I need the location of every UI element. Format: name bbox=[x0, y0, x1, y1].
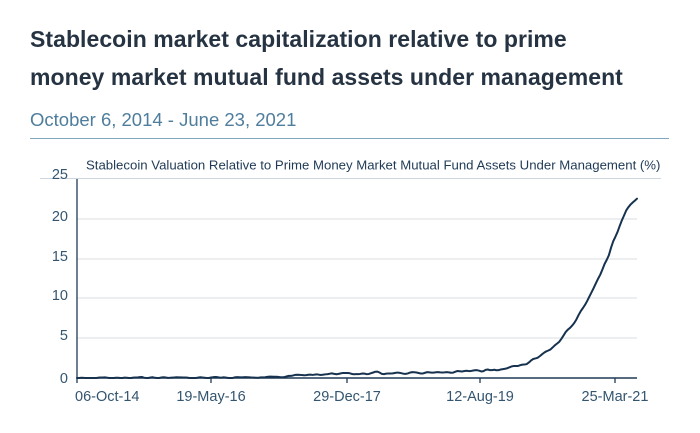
svg-text:19-May-16: 19-May-16 bbox=[176, 389, 245, 405]
svg-text:29-Dec-17: 29-Dec-17 bbox=[313, 389, 381, 405]
svg-text:12-Aug-19: 12-Aug-19 bbox=[446, 389, 514, 405]
svg-text:5: 5 bbox=[60, 328, 68, 344]
svg-text:0: 0 bbox=[60, 371, 68, 387]
svg-text:Stablecoin Valuation Relative: Stablecoin Valuation Relative to Prime M… bbox=[86, 158, 660, 173]
svg-text:10: 10 bbox=[52, 288, 68, 304]
svg-text:06-Oct-14: 06-Oct-14 bbox=[75, 389, 139, 405]
svg-text:15: 15 bbox=[52, 249, 68, 265]
svg-text:20: 20 bbox=[52, 209, 68, 225]
svg-text:25: 25 bbox=[52, 167, 68, 183]
svg-text:25-Mar-21: 25-Mar-21 bbox=[582, 389, 649, 405]
